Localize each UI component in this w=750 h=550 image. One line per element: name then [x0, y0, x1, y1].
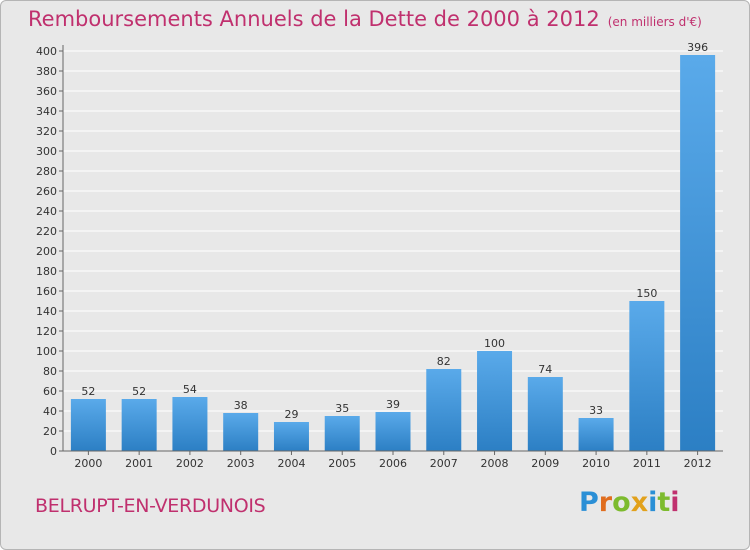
x-tick-label-2010: 2010 [582, 457, 610, 470]
y-tick-label: 180 [36, 265, 57, 278]
data-label-2001: 52 [132, 385, 146, 398]
y-tick-label: 340 [36, 105, 57, 118]
x-tick-label-2005: 2005 [328, 457, 356, 470]
logo-letter: o [612, 487, 631, 518]
y-tick-label: 160 [36, 285, 57, 298]
x-tick-label-2012: 2012 [684, 457, 712, 470]
logo-letter: r [598, 487, 613, 518]
logo-letter: P [579, 487, 599, 518]
bar-2000 [70, 399, 106, 451]
x-tick-label-2006: 2006 [379, 457, 407, 470]
proxiti-logo: Proxiti [579, 487, 680, 518]
y-tick-label: 40 [43, 405, 57, 418]
bar-2012 [680, 55, 716, 451]
bar-2003 [223, 413, 259, 451]
bar-2006 [375, 412, 411, 451]
y-tick-label: 20 [43, 425, 57, 438]
data-label-2007: 82 [437, 355, 451, 368]
y-tick-label: 240 [36, 205, 57, 218]
bar-2011 [629, 301, 665, 451]
bar-2007 [426, 369, 462, 451]
y-tick-label: 60 [43, 385, 57, 398]
logo-letter: t [657, 487, 671, 518]
data-label-2002: 54 [183, 383, 197, 396]
data-label-2008: 100 [484, 337, 505, 350]
bar-2010 [578, 418, 614, 451]
commune-name: BELRUPT-EN-VERDUNOIS [35, 495, 266, 517]
y-tick-label: 400 [36, 45, 57, 58]
y-tick-label: 360 [36, 85, 57, 98]
x-tick-label-2009: 2009 [531, 457, 559, 470]
y-tick-label: 320 [36, 125, 57, 138]
axes: 0 20 40 60 80 100 120 140 160 180 200 220 240 260 280 3… [36, 45, 723, 470]
logo-letter: i [670, 487, 680, 518]
bars: 52 52 54 38 29 35 39 82 100 74 33 150 396 [70, 41, 716, 451]
bar-2002 [172, 397, 208, 451]
data-label-2005: 35 [335, 402, 349, 415]
data-label-2011: 150 [636, 287, 657, 300]
data-label-2010: 33 [589, 404, 603, 417]
unit-label: (en milliers d'€) [607, 15, 702, 29]
grid-lines [63, 50, 723, 452]
y-tick-label: 260 [36, 185, 57, 198]
data-label-2009: 74 [538, 363, 552, 376]
data-label-2004: 29 [284, 408, 298, 421]
y-tick-label: 120 [36, 325, 57, 338]
bar-2005 [324, 416, 360, 451]
x-tick-label-2001: 2001 [125, 457, 153, 470]
bar-2008 [477, 351, 513, 451]
x-tick-label-2000: 2000 [74, 457, 102, 470]
bar-2004 [273, 422, 309, 451]
data-label-2003: 38 [234, 399, 248, 412]
y-tick-label: 140 [36, 305, 57, 318]
title-text: Remboursements Annuels de la Dette de 20… [28, 7, 600, 31]
x-tick-label-2003: 2003 [227, 457, 255, 470]
y-tick-label: 100 [36, 345, 57, 358]
y-tick-label: 380 [36, 65, 57, 78]
data-label-2000: 52 [81, 385, 95, 398]
bar-2009 [527, 377, 563, 451]
logo-letter: x [630, 487, 649, 518]
logo-letter: i [648, 487, 658, 518]
x-tick-label-2007: 2007 [430, 457, 458, 470]
y-tick-label: 220 [36, 225, 57, 238]
data-label-2012: 396 [687, 41, 708, 54]
x-tick-label-2008: 2008 [481, 457, 509, 470]
chart-title: Remboursements Annuels de la Dette de 20… [28, 7, 702, 31]
y-tick-label: 200 [36, 245, 57, 258]
x-tick-label-2011: 2011 [633, 457, 661, 470]
y-tick-label: 80 [43, 365, 57, 378]
y-tick-label: 300 [36, 145, 57, 158]
x-tick-label-2002: 2002 [176, 457, 204, 470]
y-tick-label: 0 [50, 445, 57, 458]
y-tick-label: 280 [36, 165, 57, 178]
data-label-2006: 39 [386, 398, 400, 411]
bar-2001 [121, 399, 157, 451]
x-tick-label-2004: 2004 [277, 457, 305, 470]
